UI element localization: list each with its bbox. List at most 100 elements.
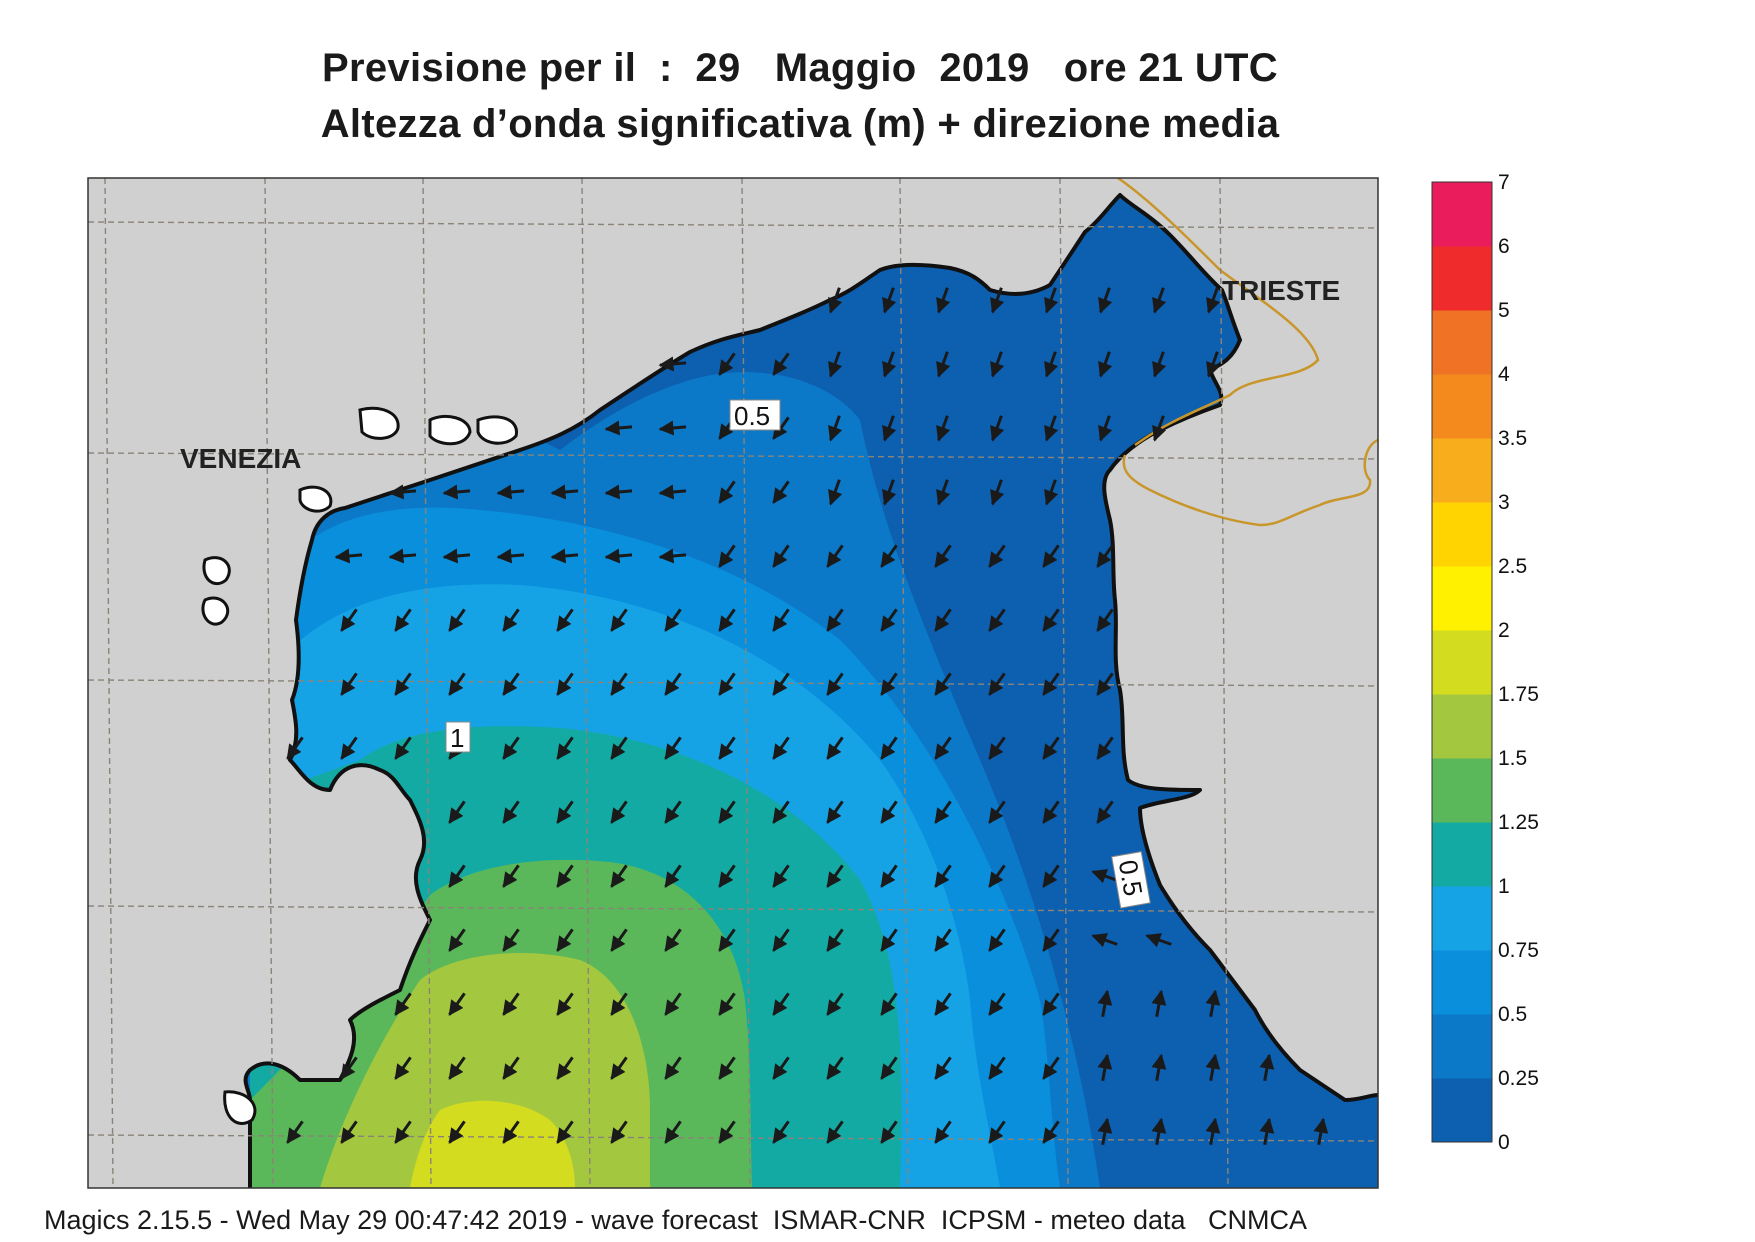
direction-arrow bbox=[826, 928, 844, 952]
direction-arrow bbox=[772, 928, 790, 952]
direction-arrow bbox=[1042, 992, 1060, 1016]
meridian-line bbox=[581, 178, 591, 1188]
direction-arrow bbox=[880, 608, 898, 632]
direction-arrow bbox=[772, 736, 790, 760]
direction-arrow bbox=[826, 992, 844, 1016]
direction-arrow bbox=[502, 1120, 520, 1144]
direction-arrow bbox=[394, 736, 412, 760]
direction-arrow bbox=[826, 608, 844, 632]
direction-arrow bbox=[718, 608, 736, 632]
direction-arrow bbox=[772, 1120, 790, 1144]
direction-arrow bbox=[936, 415, 951, 442]
direction-arrow bbox=[1096, 608, 1114, 632]
direction-arrow bbox=[442, 548, 471, 564]
direction-arrow bbox=[442, 484, 471, 500]
lagoon-islands bbox=[201, 406, 518, 1125]
direction-arrow bbox=[828, 287, 843, 314]
direction-arrow bbox=[1044, 287, 1059, 314]
direction-arrow bbox=[604, 548, 633, 564]
wave-direction-arrows bbox=[286, 287, 1329, 1146]
direction-arrow bbox=[664, 1056, 682, 1080]
direction-arrow bbox=[772, 544, 790, 568]
direction-arrow bbox=[1042, 672, 1060, 696]
direction-arrow bbox=[1044, 351, 1059, 378]
colorbar-swatch bbox=[1432, 1014, 1492, 1079]
direction-arrow bbox=[826, 800, 844, 824]
direction-arrow bbox=[934, 1120, 952, 1144]
direction-arrow bbox=[1042, 864, 1060, 888]
direction-arrow bbox=[1097, 1053, 1113, 1082]
direction-arrow bbox=[550, 548, 579, 564]
direction-arrow bbox=[880, 736, 898, 760]
direction-arrow bbox=[664, 736, 682, 760]
direction-arrow bbox=[502, 928, 520, 952]
direction-arrow bbox=[826, 544, 844, 568]
direction-arrow bbox=[826, 1120, 844, 1144]
direction-arrow bbox=[448, 672, 466, 696]
direction-arrow bbox=[664, 800, 682, 824]
direction-arrow bbox=[658, 356, 687, 372]
direction-arrow bbox=[448, 1056, 466, 1080]
direction-arrow bbox=[556, 864, 574, 888]
svg-text:0.5: 0.5 bbox=[1113, 858, 1149, 899]
colorbar-swatch bbox=[1432, 566, 1492, 631]
contour-label-1: 0.5 bbox=[729, 399, 781, 431]
direction-arrow bbox=[988, 544, 1006, 568]
direction-arrow bbox=[610, 928, 628, 952]
parallel-line bbox=[88, 452, 1378, 460]
direction-arrow bbox=[610, 992, 628, 1016]
direction-arrow bbox=[340, 736, 358, 760]
direction-arrow bbox=[880, 672, 898, 696]
direction-arrow bbox=[502, 736, 520, 760]
direction-arrow bbox=[1091, 933, 1118, 948]
direction-arrow bbox=[1259, 1053, 1275, 1082]
direction-arrow bbox=[502, 608, 520, 632]
colorbar-tick-label: 2.5 bbox=[1498, 555, 1527, 578]
direction-arrow bbox=[1044, 479, 1059, 506]
direction-arrow bbox=[388, 484, 417, 500]
direction-arrow bbox=[394, 1056, 412, 1080]
colorbar-swatch bbox=[1432, 374, 1492, 439]
direction-arrow bbox=[772, 608, 790, 632]
direction-arrow bbox=[1151, 1117, 1167, 1146]
direction-arrow bbox=[556, 928, 574, 952]
direction-arrow bbox=[610, 672, 628, 696]
direction-arrow bbox=[1042, 928, 1060, 952]
direction-arrow bbox=[934, 928, 952, 952]
direction-arrow bbox=[772, 416, 790, 440]
colorbar-tick-label: 6 bbox=[1498, 235, 1510, 258]
direction-arrow bbox=[988, 992, 1006, 1016]
contour-label-3: 0.5 bbox=[1111, 851, 1151, 909]
direction-arrow bbox=[334, 548, 363, 564]
direction-arrow bbox=[394, 1120, 412, 1144]
direction-arrow bbox=[1096, 672, 1114, 696]
footer-credits: Magics 2.15.5 - Wed May 29 00:47:42 2019… bbox=[44, 1205, 1307, 1235]
direction-arrow bbox=[1098, 415, 1113, 442]
direction-arrow bbox=[988, 928, 1006, 952]
direction-arrow bbox=[772, 800, 790, 824]
direction-arrow bbox=[936, 351, 951, 378]
direction-arrow bbox=[1096, 800, 1114, 824]
direction-arrow bbox=[502, 1056, 520, 1080]
colorbar: 0 0.25 0.5 0.75 1 1.25 1.5 1.75 2 2.5 3 3.5 4 5 6 7 bbox=[1431, 171, 1539, 1154]
direction-arrow bbox=[828, 479, 843, 506]
direction-arrow bbox=[882, 351, 897, 378]
direction-arrow bbox=[880, 928, 898, 952]
colorbar-tick-label: 1.25 bbox=[1498, 811, 1539, 834]
direction-arrow bbox=[988, 864, 1006, 888]
direction-arrow bbox=[772, 864, 790, 888]
direction-arrow bbox=[664, 928, 682, 952]
colorbar-swatch bbox=[1432, 758, 1492, 823]
colorbar-tick-label: 0.75 bbox=[1498, 939, 1539, 962]
colorbar-swatch bbox=[1432, 310, 1492, 375]
colorbar-swatch bbox=[1432, 630, 1492, 695]
direction-arrow bbox=[664, 608, 682, 632]
direction-arrow bbox=[990, 287, 1005, 314]
direction-arrow bbox=[1097, 989, 1113, 1018]
direction-arrow bbox=[1313, 1117, 1329, 1146]
direction-arrow bbox=[448, 928, 466, 952]
national-border bbox=[1117, 178, 1378, 527]
colorbar-swatch bbox=[1432, 886, 1492, 951]
direction-arrow bbox=[340, 1120, 358, 1144]
direction-arrow bbox=[880, 864, 898, 888]
